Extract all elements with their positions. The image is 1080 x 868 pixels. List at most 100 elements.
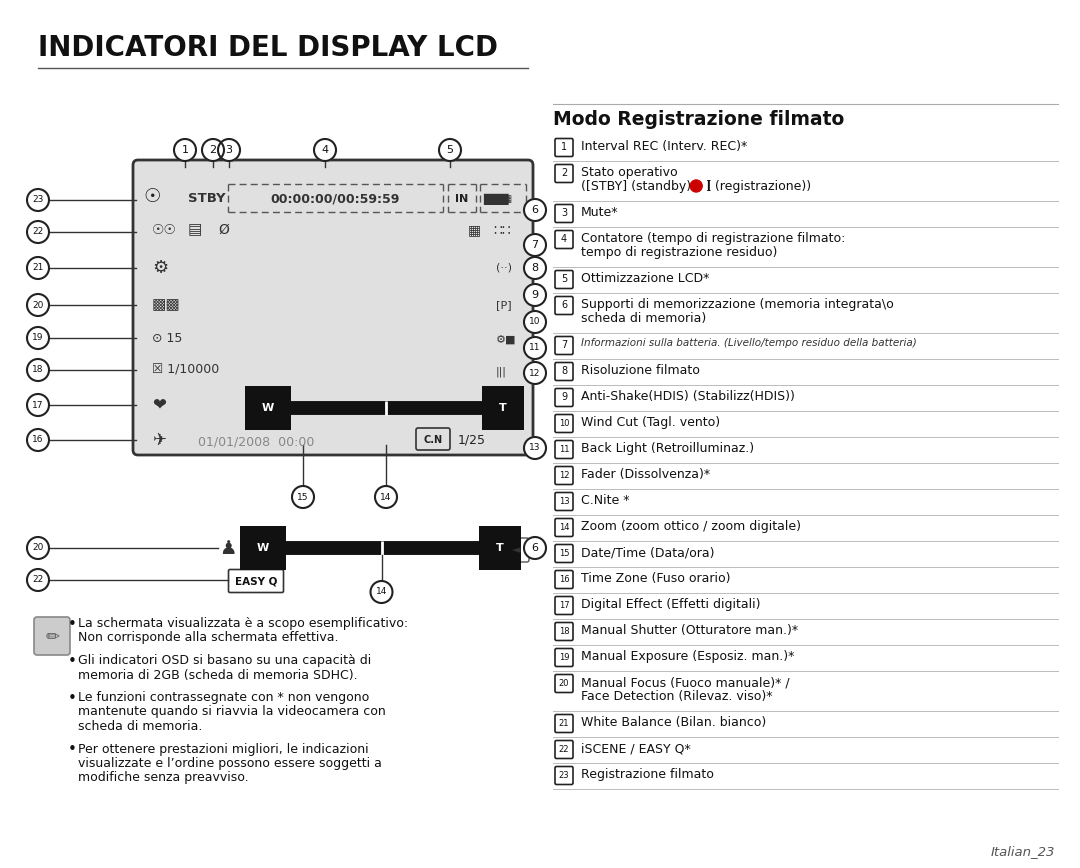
Text: ▤: ▤ [188, 222, 202, 238]
Text: ✈: ✈ [152, 431, 166, 449]
FancyBboxPatch shape [555, 165, 573, 182]
Circle shape [292, 486, 314, 508]
Text: Risoluzione filmato: Risoluzione filmato [581, 364, 700, 377]
Circle shape [690, 180, 702, 192]
Circle shape [27, 189, 49, 211]
Text: ▩▩: ▩▩ [152, 298, 180, 312]
Text: Zoom (zoom ottico / zoom digitale): Zoom (zoom ottico / zoom digitale) [581, 520, 801, 533]
Text: 00:00:00/00:59:59: 00:00:00/00:59:59 [271, 193, 401, 206]
Text: 01/01/2008  00:00: 01/01/2008 00:00 [198, 436, 314, 449]
Circle shape [438, 139, 461, 161]
Text: Time Zone (Fuso orario): Time Zone (Fuso orario) [581, 572, 730, 585]
Text: 20: 20 [32, 543, 43, 553]
FancyBboxPatch shape [555, 766, 573, 785]
Text: ⚙■: ⚙■ [496, 335, 516, 345]
Text: visualizzate e l’ordine possono essere soggetti a: visualizzate e l’ordine possono essere s… [78, 757, 382, 770]
FancyBboxPatch shape [555, 363, 573, 380]
Circle shape [524, 537, 546, 559]
Text: ∷∷: ∷∷ [492, 224, 511, 238]
Text: Fader (Dissolvenza)*: Fader (Dissolvenza)* [581, 468, 711, 481]
Text: 12: 12 [529, 369, 541, 378]
Text: 21: 21 [32, 264, 43, 273]
Text: Per ottenere prestazioni migliori, le indicazioni: Per ottenere prestazioni migliori, le in… [78, 742, 368, 755]
Text: •: • [68, 691, 77, 706]
FancyBboxPatch shape [503, 538, 529, 562]
Text: 16: 16 [32, 436, 44, 444]
Text: ⊙ 15: ⊙ 15 [152, 332, 183, 345]
Text: 2: 2 [210, 145, 217, 155]
Text: Digital Effect (Effetti digitali): Digital Effect (Effetti digitali) [581, 598, 760, 611]
FancyBboxPatch shape [555, 231, 573, 248]
FancyBboxPatch shape [555, 440, 573, 458]
Text: Non corrisponde alla schermata effettiva.: Non corrisponde alla schermata effettiva… [78, 632, 338, 645]
FancyBboxPatch shape [555, 337, 573, 354]
Text: •: • [68, 742, 77, 758]
FancyBboxPatch shape [555, 271, 573, 288]
Circle shape [27, 359, 49, 381]
Text: iSCENE / EASY Q*: iSCENE / EASY Q* [581, 742, 691, 755]
Circle shape [375, 486, 397, 508]
Circle shape [27, 394, 49, 416]
FancyBboxPatch shape [555, 389, 573, 406]
Text: 21: 21 [558, 719, 569, 728]
Text: ▦: ▦ [502, 194, 511, 204]
Text: 10: 10 [558, 419, 569, 428]
Text: W: W [257, 543, 269, 553]
Text: ▦: ▦ [468, 223, 481, 237]
Text: 5: 5 [446, 145, 454, 155]
Text: Face Detection (Rilevaz. viso)*: Face Detection (Rilevaz. viso)* [581, 690, 772, 703]
Text: 3: 3 [561, 208, 567, 219]
Text: 14: 14 [380, 492, 392, 502]
FancyBboxPatch shape [555, 415, 573, 432]
Text: Le funzioni contrassegnate con * non vengono: Le funzioni contrassegnate con * non ven… [78, 691, 369, 704]
Text: mantenute quando si riavvia la videocamera con: mantenute quando si riavvia la videocame… [78, 706, 386, 719]
Circle shape [27, 257, 49, 279]
FancyBboxPatch shape [555, 648, 573, 667]
Text: Ottimizzazione LCD*: Ottimizzazione LCD* [581, 272, 710, 285]
Text: 23: 23 [558, 771, 569, 780]
Text: 19: 19 [32, 333, 44, 343]
FancyBboxPatch shape [33, 617, 70, 655]
Text: 15: 15 [558, 549, 569, 558]
Text: Interval REC (Interv. REC)*: Interval REC (Interv. REC)* [581, 140, 747, 153]
Text: C.Nite *: C.Nite * [581, 494, 630, 507]
FancyBboxPatch shape [555, 570, 573, 589]
Text: Ø: Ø [218, 223, 229, 237]
FancyBboxPatch shape [555, 622, 573, 641]
Circle shape [27, 327, 49, 349]
Text: La schermata visualizzata è a scopo esemplificativo:: La schermata visualizzata è a scopo esem… [78, 617, 408, 630]
Circle shape [27, 294, 49, 316]
Text: 11: 11 [529, 344, 541, 352]
Text: Wind Cut (Tagl. vento): Wind Cut (Tagl. vento) [581, 416, 720, 429]
Circle shape [524, 437, 546, 459]
Text: 1/25: 1/25 [458, 433, 486, 446]
Text: Anti-Shake(HDIS) (Stabilizz(HDIS)): Anti-Shake(HDIS) (Stabilizz(HDIS)) [581, 390, 795, 403]
Text: 5: 5 [561, 274, 567, 285]
Text: modifiche senza preavviso.: modifiche senza preavviso. [78, 772, 248, 785]
Text: 7: 7 [561, 340, 567, 351]
Text: Back Light (Retroilluminaz.): Back Light (Retroilluminaz.) [581, 442, 754, 455]
Text: 22: 22 [558, 745, 569, 754]
Text: scheda di memoria.: scheda di memoria. [78, 720, 202, 733]
FancyBboxPatch shape [555, 596, 573, 615]
Text: ███: ███ [483, 194, 509, 205]
Text: ([STBY] (standby) o [: ([STBY] (standby) o [ [581, 180, 712, 193]
Text: 18: 18 [32, 365, 44, 374]
Text: memoria di 2GB (scheda di memoria SDHC).: memoria di 2GB (scheda di memoria SDHC). [78, 668, 357, 681]
Text: 14: 14 [376, 588, 388, 596]
Text: (··): (··) [496, 263, 512, 273]
FancyBboxPatch shape [229, 569, 283, 593]
Text: 3: 3 [226, 145, 232, 155]
Circle shape [27, 429, 49, 451]
Text: 6: 6 [531, 543, 539, 553]
Text: Gli indicatori OSD si basano su una capacità di: Gli indicatori OSD si basano su una capa… [78, 654, 372, 667]
FancyBboxPatch shape [555, 139, 573, 156]
Text: 8: 8 [561, 366, 567, 377]
Text: 10: 10 [529, 318, 541, 326]
Circle shape [202, 139, 224, 161]
Text: 1: 1 [181, 145, 189, 155]
Text: Modo Registrazione filmato: Modo Registrazione filmato [553, 110, 845, 129]
Text: 9: 9 [561, 392, 567, 403]
Text: Informazioni sulla batteria. (Livello/tempo residuo della batteria): Informazioni sulla batteria. (Livello/te… [581, 338, 917, 348]
Text: Italian_23: Italian_23 [990, 845, 1055, 858]
